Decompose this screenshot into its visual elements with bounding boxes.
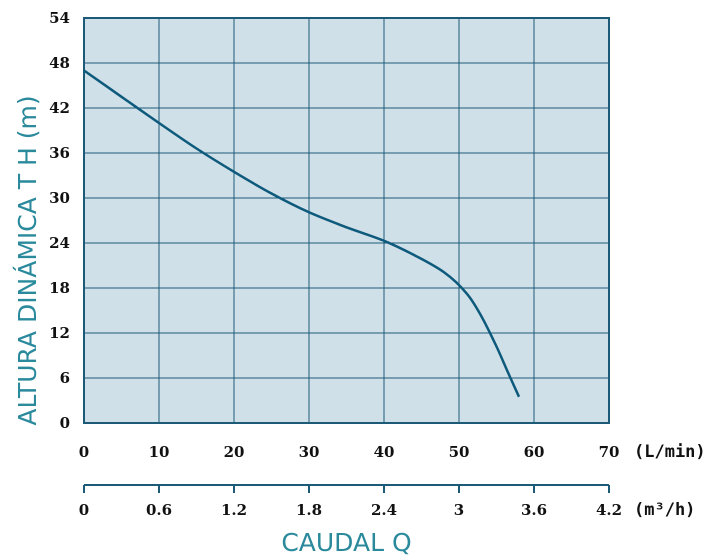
x-axis-title: CAUDAL Q xyxy=(281,528,411,557)
x-tick-label-lmin: 20 xyxy=(224,443,245,461)
y-tick-label: 24 xyxy=(49,234,70,252)
secondary-x-axis xyxy=(83,484,610,493)
x-tick-label-lmin: 50 xyxy=(449,443,470,461)
y-tick-label: 12 xyxy=(49,324,70,342)
x-tick-label-lmin: 30 xyxy=(299,443,320,461)
y-tick-label: 48 xyxy=(49,54,70,72)
y-tick-label: 54 xyxy=(49,9,70,27)
pump-curve-line xyxy=(83,69,521,398)
y-tick-labels: 0 6 12 18 24 30 36 42 48 54 xyxy=(49,9,70,432)
x-tick-label-m3h: 3 xyxy=(454,501,464,519)
x-tick-label-m3h: 3.6 xyxy=(521,501,547,519)
y-tick-label: 36 xyxy=(49,144,70,162)
y-tick-label: 42 xyxy=(49,99,70,117)
x-tick-label-m3h: 4.2 xyxy=(596,501,622,519)
x-tick-labels-lmin: 0 10 20 30 40 50 60 70 xyxy=(79,443,620,461)
x-tick-label-m3h: 2.4 xyxy=(371,501,397,519)
x-tick-label-lmin: 70 xyxy=(599,443,620,461)
x-unit-m3h: (m³/h) xyxy=(634,500,695,520)
x-tick-label-m3h: 0.6 xyxy=(146,501,172,519)
x-tick-label-m3h: 0 xyxy=(79,501,89,519)
y-tick-label: 18 xyxy=(49,279,70,297)
x-tick-label-lmin: 0 xyxy=(79,443,89,461)
x-tick-label-m3h: 1.2 xyxy=(221,501,247,519)
grid xyxy=(84,18,609,423)
x-tick-label-lmin: 60 xyxy=(524,443,545,461)
x-unit-lmin: (L/min) xyxy=(634,442,706,462)
x-tick-labels-m3h: 0 0.6 1.2 1.8 2.4 3 3.6 4.2 xyxy=(79,501,622,519)
y-tick-label: 0 xyxy=(60,414,70,432)
y-axis-title: ALTURA DINÁMICA T H (m) xyxy=(13,95,42,425)
y-tick-label: 30 xyxy=(49,189,70,207)
x-tick-label-lmin: 10 xyxy=(149,443,170,461)
x-tick-label-m3h: 1.8 xyxy=(296,501,322,519)
y-tick-label: 6 xyxy=(60,369,70,387)
x-tick-label-lmin: 40 xyxy=(374,443,395,461)
plot-area xyxy=(83,17,610,424)
